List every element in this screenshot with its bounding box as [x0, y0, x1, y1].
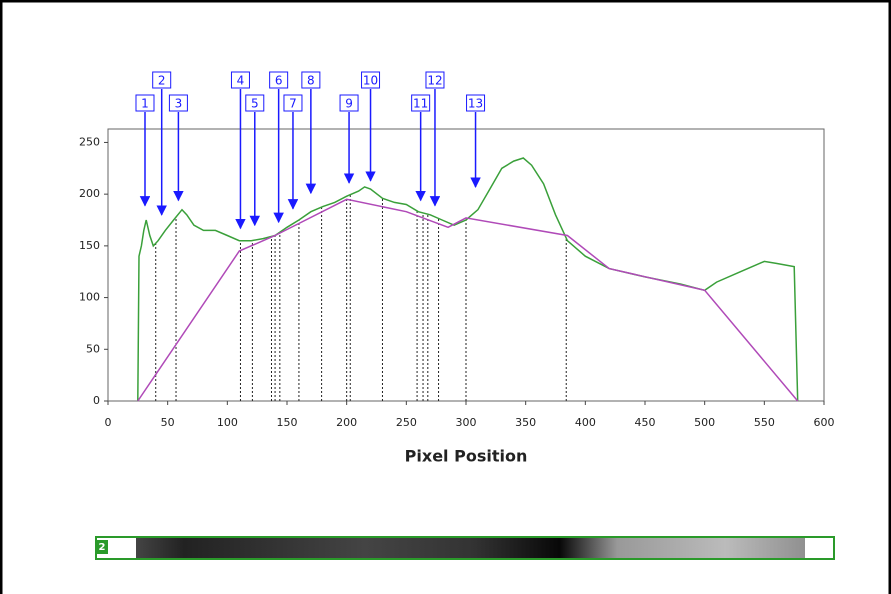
- x-tick-label: 450: [635, 416, 656, 429]
- y-tick-label: 100: [79, 291, 100, 304]
- y-tick-label: 250: [79, 135, 100, 148]
- lane-image: [112, 537, 834, 559]
- x-tick-label: 250: [396, 416, 417, 429]
- x-axis-label: Pixel Position: [405, 447, 528, 466]
- x-tick-label: 350: [515, 416, 536, 429]
- screenshot: Pixel Position 2 05010015020025005010015…: [0, 0, 891, 594]
- peak-label: 3: [175, 97, 183, 111]
- peak-label: 7: [289, 97, 297, 111]
- lane-start: [112, 538, 136, 558]
- x-tick-label: 50: [161, 416, 175, 429]
- y-tick-label: 0: [93, 394, 100, 407]
- frame: [1, 1, 890, 594]
- peak-label: 13: [468, 97, 483, 111]
- x-tick-label: 600: [814, 416, 835, 429]
- x-tick-label: 500: [694, 416, 715, 429]
- lane-end: [805, 538, 833, 558]
- peak-label: 12: [427, 74, 442, 88]
- peak-label: 11: [413, 97, 428, 111]
- peak-label: 9: [345, 97, 353, 111]
- x-tick-label: 200: [336, 416, 357, 429]
- y-tick-label: 150: [79, 239, 100, 252]
- x-tick-label: 0: [105, 416, 112, 429]
- peak-label: 10: [363, 74, 378, 88]
- x-tick-label: 400: [575, 416, 596, 429]
- x-tick-label: 100: [217, 416, 238, 429]
- peak-label: 6: [275, 74, 283, 88]
- x-tick-label: 150: [277, 416, 298, 429]
- peak-label: 8: [307, 74, 315, 88]
- peak-label: 2: [158, 74, 166, 88]
- x-tick-label: 550: [754, 416, 775, 429]
- peak-label: 4: [237, 74, 245, 88]
- y-tick-label: 200: [79, 187, 100, 200]
- y-tick-label: 50: [86, 342, 100, 355]
- x-tick-label: 300: [456, 416, 477, 429]
- peak-label: 5: [251, 97, 259, 111]
- lane-number: 2: [99, 542, 106, 553]
- peak-label: 1: [141, 97, 149, 111]
